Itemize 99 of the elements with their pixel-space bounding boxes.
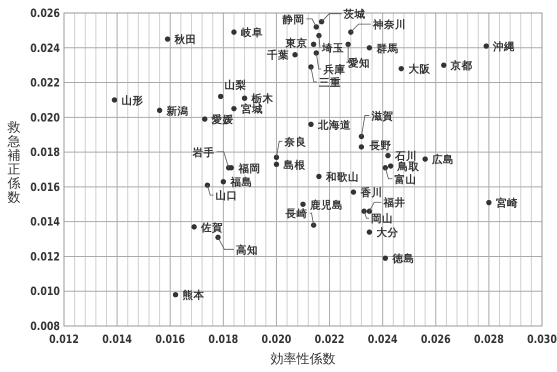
annotation: 静岡 xyxy=(281,12,304,26)
point xyxy=(422,156,428,162)
annotation: 兵庫 xyxy=(322,62,346,76)
point xyxy=(308,122,314,127)
annotation: 群馬 xyxy=(375,42,398,55)
annotation: 富山 xyxy=(394,172,416,186)
x-tick-label: 0.030 xyxy=(527,333,557,346)
annotation: 宮崎 xyxy=(496,196,518,210)
annotation: 鳥取 xyxy=(396,160,421,174)
annotation: 新潟 xyxy=(166,104,189,118)
x-tick-label: 0.012 xyxy=(49,333,79,346)
point xyxy=(202,116,208,122)
y-axis-title: 救急補正係数 xyxy=(6,120,20,204)
point xyxy=(361,208,367,214)
point xyxy=(310,42,316,47)
x-tick-label: 0.024 xyxy=(368,333,398,346)
x-tick-label: 0.026 xyxy=(420,333,451,346)
annotation: 和歌山 xyxy=(324,170,359,184)
point xyxy=(156,108,162,114)
annotation: 福井 xyxy=(382,196,406,210)
point xyxy=(112,97,118,103)
annotation: 高知 xyxy=(236,243,258,256)
annotation: 熊本 xyxy=(182,288,206,302)
point xyxy=(316,174,322,180)
point xyxy=(484,43,489,49)
annotation: 福岡 xyxy=(237,162,260,175)
annotation: 長崎 xyxy=(284,207,308,220)
annotation: 長野 xyxy=(368,140,392,152)
y-tick-label: 0.024 xyxy=(30,42,60,56)
annotation: 三重 xyxy=(318,76,341,89)
annotation: 山形 xyxy=(121,94,144,107)
annotation: 愛知 xyxy=(348,56,370,70)
point xyxy=(300,202,306,207)
annotation: 北海道 xyxy=(316,118,352,132)
point xyxy=(385,152,391,158)
point xyxy=(350,189,356,195)
point xyxy=(220,178,226,184)
point xyxy=(366,45,372,50)
y-tick-label: 0.012 xyxy=(30,250,60,264)
point xyxy=(318,18,324,24)
point xyxy=(358,144,364,150)
x-tick-label: 0.020 xyxy=(262,333,292,346)
y-tick-label: 0.022 xyxy=(30,76,60,90)
x-axis-title: 効率性係数 xyxy=(270,351,336,366)
annotation: 大阪 xyxy=(408,62,432,76)
y-tick-label: 0.018 xyxy=(30,146,60,160)
annotation: 秋田 xyxy=(174,33,197,46)
y-tick-label: 0.020 xyxy=(30,111,60,125)
point xyxy=(172,292,178,298)
annotation: 埼玉 xyxy=(320,42,344,55)
annotation: 千葉 xyxy=(266,48,290,62)
annotation: 岩手 xyxy=(192,146,215,159)
point xyxy=(486,200,492,206)
annotation: 山口 xyxy=(215,189,238,202)
x-tick-label: 0.018 xyxy=(208,333,238,346)
point xyxy=(231,106,237,112)
annotation: 茨城 xyxy=(342,8,366,21)
x-tick-label: 0.022 xyxy=(314,333,344,346)
y-tick-label: 0.010 xyxy=(30,285,60,299)
annotation: 鹿児島 xyxy=(309,198,343,212)
annotation: 岐阜 xyxy=(240,26,263,40)
point xyxy=(382,165,388,170)
annotation: 島根 xyxy=(283,158,306,172)
point xyxy=(242,96,248,101)
annotation: 愛媛 xyxy=(212,113,234,126)
point xyxy=(164,36,170,42)
annotation: 佐賀 xyxy=(200,220,224,234)
annotation: 大分 xyxy=(376,226,400,240)
annotation: 沖縄 xyxy=(492,40,516,54)
x-tick-label: 0.028 xyxy=(474,333,504,346)
annotation: 京都 xyxy=(450,59,473,72)
point xyxy=(292,52,298,58)
point xyxy=(388,163,394,169)
annotation: 徳島 xyxy=(391,252,414,266)
y-tick-label: 0.014 xyxy=(30,216,60,229)
y-tick-label: 0.026 xyxy=(30,7,60,20)
y-tick-label: 0.008 xyxy=(30,320,60,334)
annotation: 香川 xyxy=(359,186,382,200)
annotation: 東京 xyxy=(284,36,308,50)
point xyxy=(348,29,354,35)
point xyxy=(366,229,372,235)
y-tick-label: 0.016 xyxy=(30,181,60,194)
point xyxy=(218,94,224,100)
point xyxy=(274,162,280,167)
annotation: 奈良 xyxy=(283,135,306,148)
annotation: 福島 xyxy=(229,176,252,189)
point xyxy=(231,29,237,35)
point xyxy=(191,224,197,230)
point xyxy=(382,255,388,261)
x-tick-label: 0.016 xyxy=(155,333,186,346)
annotation: 滋賀 xyxy=(370,109,394,122)
annotation: 岡山 xyxy=(371,212,394,226)
point xyxy=(441,62,446,68)
annotation: 山梨 xyxy=(224,78,247,92)
annotation: 広島 xyxy=(431,153,454,166)
x-tick-label: 0.014 xyxy=(102,333,132,346)
annotation: 宮城 xyxy=(240,102,263,116)
point xyxy=(398,66,404,72)
annotation: 神奈川 xyxy=(372,18,406,32)
